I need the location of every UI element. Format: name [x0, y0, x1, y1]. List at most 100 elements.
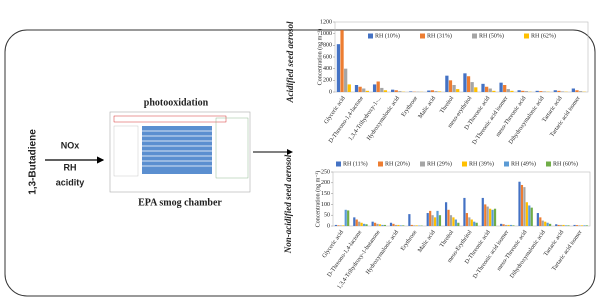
bar — [507, 224, 510, 226]
bar — [484, 86, 489, 92]
legend-label: RH (39%) — [469, 160, 494, 167]
bar — [454, 219, 457, 226]
x-tick-label: D-Threono-1,4-lactone — [328, 95, 365, 144]
bar — [409, 91, 413, 92]
bar — [358, 221, 361, 226]
x-tick-label: D-Threono-1,4-lactone — [327, 229, 364, 278]
bar — [465, 213, 468, 226]
bar — [391, 89, 395, 92]
bar — [438, 91, 442, 92]
bar — [564, 225, 568, 226]
bar — [413, 225, 416, 226]
bar — [492, 90, 496, 92]
condition: NOx — [61, 140, 80, 150]
bar — [365, 90, 369, 92]
bar — [541, 220, 544, 226]
compound: 1,3-Butadiene — [28, 129, 39, 195]
bar — [484, 204, 487, 226]
bar — [535, 90, 539, 92]
bar — [449, 215, 453, 226]
bar — [447, 209, 450, 226]
bar — [512, 225, 515, 226]
bar — [585, 225, 588, 226]
x-tick-label: Threitol — [439, 95, 455, 115]
bar — [575, 225, 579, 226]
bar — [342, 225, 345, 226]
process: photooxidation — [144, 97, 209, 108]
bar — [557, 90, 561, 92]
bar — [399, 225, 402, 226]
bar — [503, 85, 507, 92]
bar — [504, 224, 508, 226]
bar — [380, 87, 384, 92]
bar — [536, 213, 539, 226]
y-tick-label: 400 — [323, 66, 332, 72]
legend-swatch — [472, 33, 477, 39]
legend-label: RH (62%) — [531, 32, 556, 39]
bar — [355, 219, 358, 226]
bar — [491, 209, 494, 226]
bar — [509, 224, 513, 226]
x-tick-label: Hydroxymalonic acid — [366, 95, 401, 141]
bar — [466, 76, 471, 92]
y-tick-label: 150 — [321, 191, 330, 197]
bar — [578, 91, 583, 92]
bar — [463, 197, 466, 226]
bar — [427, 90, 431, 92]
bar — [578, 225, 581, 226]
bar — [376, 81, 380, 92]
bar — [456, 89, 460, 92]
bar — [394, 224, 398, 226]
x-tick-label: Erythrose — [400, 229, 418, 252]
bar — [362, 88, 366, 92]
y-tick-label: 200 — [323, 78, 332, 84]
bar — [344, 209, 347, 226]
bar — [470, 219, 473, 226]
y-tick-label: 600 — [323, 54, 332, 60]
bar — [475, 222, 478, 226]
bar — [571, 88, 575, 92]
bar — [489, 208, 492, 226]
y-tick-label: 0 — [327, 223, 330, 229]
legend-label: RH (31%) — [427, 32, 452, 39]
bar — [580, 225, 584, 226]
bar — [334, 224, 338, 226]
bar — [383, 90, 388, 92]
side-title: Non-acidified seed aerosol — [283, 154, 293, 254]
x-tick-label: Dihydroxymalonic acid — [508, 95, 546, 145]
x-tick-label: D-Threonic acid isomer — [472, 229, 510, 279]
bar — [339, 225, 342, 226]
y-tick-label: 250 — [321, 169, 330, 175]
frame — [4, 29, 596, 297]
x-tick-label: Malic acid — [417, 229, 437, 253]
bar — [506, 89, 510, 92]
legend-swatch — [368, 33, 373, 39]
bar — [358, 86, 362, 92]
bar — [365, 224, 368, 226]
bar — [415, 225, 418, 226]
bar — [383, 224, 386, 226]
bar — [583, 225, 586, 226]
bar — [488, 88, 492, 92]
bar — [347, 84, 351, 92]
bar — [562, 224, 565, 226]
legend-swatch — [420, 161, 425, 167]
bar — [463, 73, 467, 92]
bar — [452, 217, 455, 226]
bar — [518, 181, 521, 226]
bar — [394, 90, 398, 92]
legend-label: RH (10%) — [375, 32, 400, 39]
bar — [473, 221, 476, 226]
legend-swatch — [504, 161, 509, 167]
bar — [344, 68, 348, 92]
bar — [337, 225, 340, 226]
legend-swatch — [420, 33, 425, 39]
bar — [448, 80, 453, 92]
bar — [520, 184, 524, 226]
bar — [560, 224, 563, 226]
bar — [539, 217, 542, 226]
bar — [378, 224, 382, 226]
bar — [553, 90, 557, 92]
bar — [555, 224, 558, 226]
